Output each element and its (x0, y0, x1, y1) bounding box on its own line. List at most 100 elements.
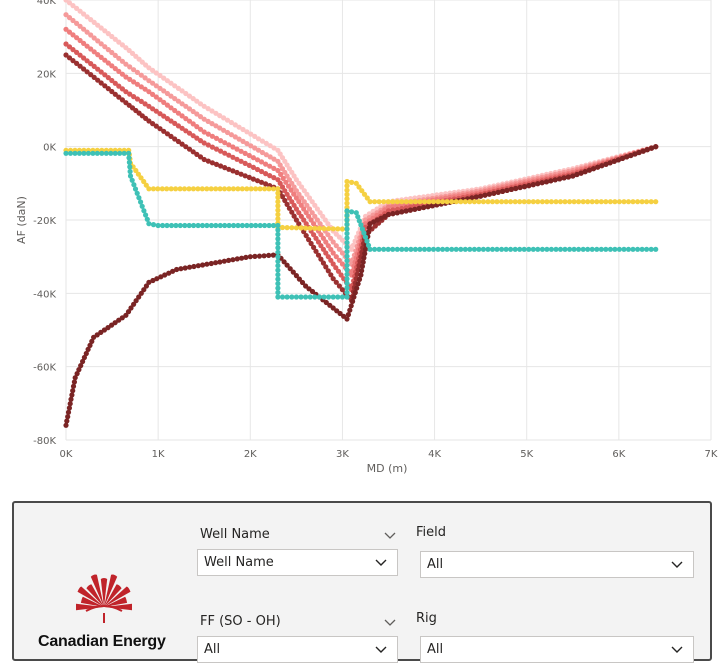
data-point (330, 294, 336, 300)
data-point (209, 160, 215, 166)
data-point (119, 71, 125, 77)
data-point (284, 262, 290, 268)
data-point (246, 162, 252, 168)
chevron-down-icon (375, 646, 387, 653)
data-point (88, 61, 94, 67)
data-point (282, 169, 288, 175)
data-point (109, 49, 115, 56)
data-point (70, 58, 76, 64)
data-point (244, 222, 250, 229)
data-point (179, 113, 185, 119)
data-point (218, 163, 224, 169)
data-point (553, 246, 559, 252)
data-point (164, 102, 170, 108)
data-point (280, 175, 286, 181)
data-point (179, 88, 185, 94)
data-point (653, 246, 659, 252)
data-point (138, 84, 144, 90)
data-point (186, 106, 193, 112)
data-point (367, 199, 373, 205)
data-point (394, 210, 400, 216)
data-point (201, 116, 207, 122)
data-point (143, 212, 149, 218)
data-point (142, 86, 148, 92)
data-point (81, 26, 87, 32)
data-point (513, 185, 519, 192)
data-point (246, 174, 252, 180)
data-point (103, 150, 109, 156)
well-name-chevron-icon[interactable] (384, 532, 396, 540)
data-point (344, 200, 350, 206)
data-point (390, 207, 396, 213)
data-point (333, 279, 339, 285)
data-point (267, 143, 273, 149)
data-point (142, 101, 148, 107)
data-point (344, 253, 350, 259)
data-point (204, 261, 210, 267)
data-point (99, 150, 105, 156)
data-point (467, 246, 473, 252)
data-point (353, 180, 359, 186)
data-point (178, 266, 184, 272)
data-point (84, 29, 90, 35)
data-point (571, 246, 577, 252)
data-point (599, 163, 605, 169)
data-point (394, 246, 400, 252)
data-point (344, 249, 350, 255)
data-point (116, 83, 122, 89)
data-point (112, 91, 118, 97)
data-point (222, 222, 228, 229)
data-point (102, 83, 108, 89)
chevron-down-icon (671, 561, 683, 568)
y-axis-title: AF (daN) (15, 196, 28, 244)
data-point (543, 179, 550, 185)
data-point (89, 338, 95, 344)
data-point (222, 150, 228, 156)
data-point (381, 246, 387, 252)
field-dropdown[interactable]: All (420, 551, 694, 578)
data-point (635, 246, 641, 252)
data-point (267, 163, 273, 169)
data-point (157, 111, 163, 117)
data-point (66, 15, 73, 21)
data-point (213, 222, 219, 229)
data-point (301, 199, 307, 205)
data-point (615, 157, 622, 163)
data-point (197, 114, 204, 120)
data-point (121, 150, 127, 156)
data-point (162, 272, 168, 278)
data-point (109, 88, 115, 95)
field-value: All (427, 557, 444, 572)
data-point (312, 225, 318, 231)
data-point (603, 161, 609, 167)
data-point (589, 199, 595, 205)
data-point (367, 246, 373, 252)
data-point (444, 199, 450, 205)
data-point (521, 199, 527, 205)
data-point (578, 170, 584, 176)
data-point (146, 78, 152, 84)
data-point (630, 246, 636, 252)
data-point (128, 305, 134, 311)
data-point (221, 127, 227, 133)
data-point (201, 140, 207, 146)
data-point (143, 283, 149, 289)
data-point (232, 134, 238, 140)
data-point (335, 226, 341, 232)
ff-chevron-icon[interactable] (384, 619, 396, 627)
data-point (355, 214, 361, 220)
data-point (635, 199, 641, 205)
data-point (221, 258, 227, 264)
data-point (339, 294, 345, 300)
data-point (95, 52, 101, 58)
data-point (150, 222, 157, 228)
logo-ray (104, 574, 118, 607)
x-tick-label: 3K (336, 449, 349, 460)
data-point (91, 49, 97, 55)
data-point (201, 129, 207, 135)
well-name-dropdown[interactable]: Well Name (197, 549, 398, 576)
data-point (275, 194, 281, 200)
data-point (182, 222, 188, 229)
data-point (570, 173, 576, 179)
data-point (116, 68, 122, 74)
